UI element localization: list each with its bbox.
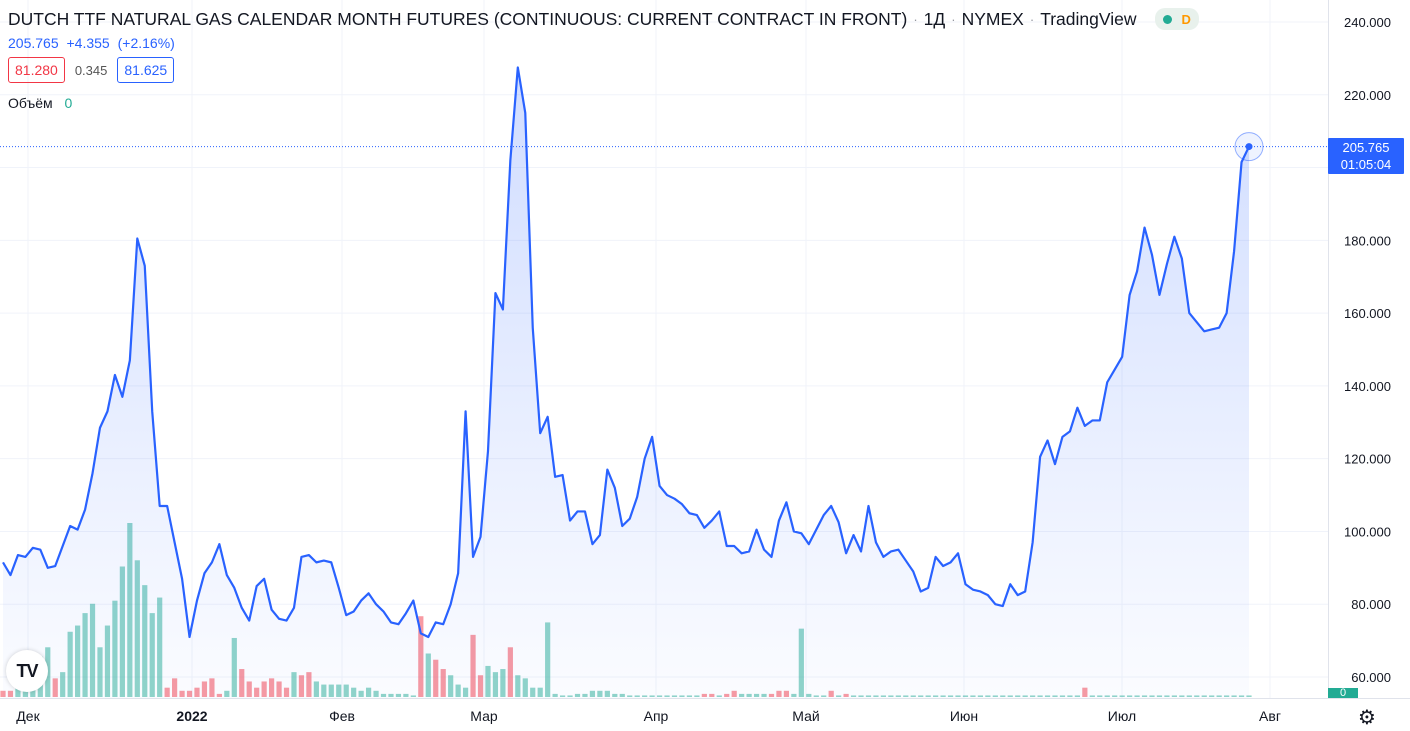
bar-countdown: 01:05:04 xyxy=(1340,157,1392,172)
market-status-pill[interactable]: D xyxy=(1154,8,1199,30)
interval-label[interactable]: 1Д xyxy=(923,8,946,29)
y-tick-label: 140.000 xyxy=(1344,379,1391,394)
y-tick-label: 120.000 xyxy=(1344,452,1391,467)
exchange-label: NYMEX xyxy=(961,8,1024,29)
y-tick-label: 220.000 xyxy=(1344,88,1391,103)
symbol-title-row[interactable]: DUTCH TTF NATURAL GAS CALENDAR MONTH FUT… xyxy=(8,8,1199,30)
chart-legend: DUTCH TTF NATURAL GAS CALENDAR MONTH FUT… xyxy=(8,8,1199,111)
y-tick-label: 60.000 xyxy=(1351,670,1391,685)
volume-bar xyxy=(0,690,6,697)
y-tick-label: 240.000 xyxy=(1344,15,1391,30)
x-tick-label: 2022 xyxy=(176,708,207,724)
price-area xyxy=(2,66,1250,699)
y-tick-label: 80.000 xyxy=(1351,597,1391,612)
x-tick-label: Авг xyxy=(1259,708,1281,724)
source-label: TradingView xyxy=(1040,8,1137,29)
separator-dot: · xyxy=(913,11,918,27)
price-change-row: 205.765 +4.355 (+2.16%) xyxy=(8,35,1199,51)
x-tick-label: Мар xyxy=(470,708,498,724)
x-axis[interactable]: Дек 2022 Фев Мар Апр Май Июн Июл Авг xyxy=(0,698,1410,725)
y-tick-label: 180.000 xyxy=(1344,233,1391,248)
volume-label: Объём xyxy=(8,95,53,111)
price-overlay xyxy=(0,132,1328,162)
price-change-percent: (+2.16%) xyxy=(117,35,175,51)
tradingview-logo-icon[interactable]: TV xyxy=(6,650,48,692)
delayed-data-badge: D xyxy=(1181,11,1191,27)
separator-dot: · xyxy=(1029,11,1035,27)
y-axis[interactable]: 60.000 80.000 100.000 120.000 140.000 160.000… xyxy=(1328,0,1410,731)
gear-icon[interactable]: ⚙ xyxy=(1358,707,1376,729)
volume-axis-tag: 0 xyxy=(1328,688,1358,699)
price-change: +4.355 xyxy=(66,35,110,51)
x-tick-label: Апр xyxy=(644,708,669,724)
last-price: 205.765 xyxy=(8,35,59,51)
x-tick-label: Дек xyxy=(16,708,40,724)
sell-button[interactable]: 81.280 xyxy=(8,57,65,83)
y-tick-label: 100.000 xyxy=(1344,524,1391,539)
x-tick-label: Июн xyxy=(950,708,978,724)
market-open-dot-icon xyxy=(1162,14,1172,24)
x-tick-label: Фев xyxy=(329,708,355,724)
price-area-fill xyxy=(3,67,1249,699)
price-line xyxy=(2,66,1250,639)
volume-legend[interactable]: Объём 0 xyxy=(8,95,1199,111)
separator-dot: · xyxy=(951,11,956,27)
volume-value: 0 xyxy=(64,95,73,111)
x-tick-label: Май xyxy=(792,708,819,724)
symbol-title[interactable]: DUTCH TTF NATURAL GAS CALENDAR MONTH FUT… xyxy=(8,8,908,29)
spread-value: 0.345 xyxy=(74,62,108,78)
x-tick-label: Июл xyxy=(1108,708,1136,724)
y-axis-background xyxy=(1328,0,1410,731)
last-price-dot xyxy=(1245,143,1253,151)
last-price-tag: 205.765 01:05:04 xyxy=(1328,138,1404,174)
last-price-tag-value: 205.765 xyxy=(1342,140,1390,155)
y-tick-label: 160.000 xyxy=(1344,306,1391,321)
buy-button[interactable]: 81.625 xyxy=(117,57,175,83)
bid-ask-row: 81.280 0.345 81.625 xyxy=(8,57,1199,83)
